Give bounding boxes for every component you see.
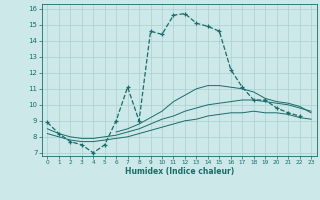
X-axis label: Humidex (Indice chaleur): Humidex (Indice chaleur) bbox=[124, 167, 234, 176]
